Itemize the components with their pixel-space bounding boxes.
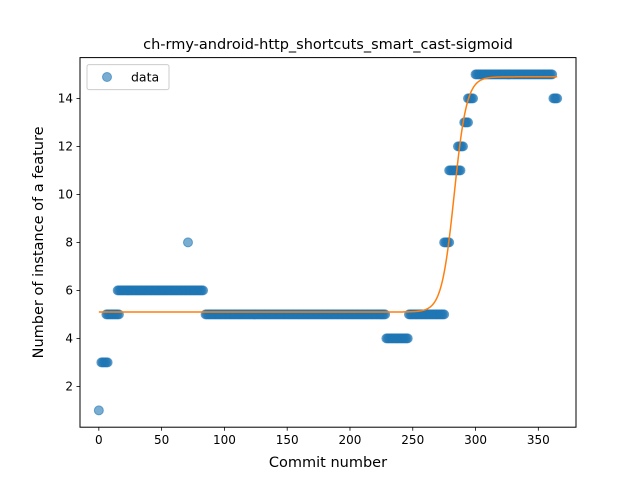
y-tick-label: 8 — [65, 236, 73, 250]
y-axis-label: Number of instance of a feature — [31, 126, 47, 358]
data-point — [457, 141, 468, 152]
data-point — [455, 165, 466, 176]
y-axis: 2 4 6 8 10 12 14 — [58, 92, 80, 394]
data-point — [439, 309, 450, 320]
data-point — [402, 333, 413, 344]
y-tick-label: 4 — [65, 332, 73, 346]
data-point — [182, 237, 193, 248]
data-point — [463, 117, 474, 128]
x-tick-label: 250 — [401, 433, 424, 447]
x-tick-label: 150 — [276, 433, 299, 447]
data-point — [198, 285, 209, 296]
y-tick-label: 6 — [65, 284, 73, 298]
x-tick-label: 0 — [95, 433, 103, 447]
legend-label-data: data — [131, 70, 159, 85]
x-tick-label: 200 — [339, 433, 362, 447]
legend: data — [86, 64, 170, 91]
legend-marker-data — [102, 72, 112, 82]
y-tick-label: 14 — [58, 92, 73, 106]
chart-title: ch-rmy-android-http_shortcuts_smart_cast… — [143, 37, 513, 53]
data-point — [102, 357, 113, 368]
data-point — [552, 93, 563, 104]
x-tick-label: 350 — [527, 433, 550, 447]
fit-line — [98, 76, 558, 313]
x-tick-label: 300 — [464, 433, 487, 447]
plot-area — [93, 69, 563, 416]
data-point — [93, 405, 104, 416]
x-tick-label: 100 — [213, 433, 236, 447]
x-tick-label: 50 — [154, 433, 169, 447]
y-tick-label: 12 — [58, 140, 73, 154]
legend-box — [86, 64, 170, 91]
y-tick-label: 10 — [58, 188, 73, 202]
x-axis-label: Commit number — [269, 455, 387, 471]
y-tick-label: 2 — [65, 380, 73, 394]
x-axis: 0 50 100 150 200 250 300 350 — [95, 427, 550, 447]
